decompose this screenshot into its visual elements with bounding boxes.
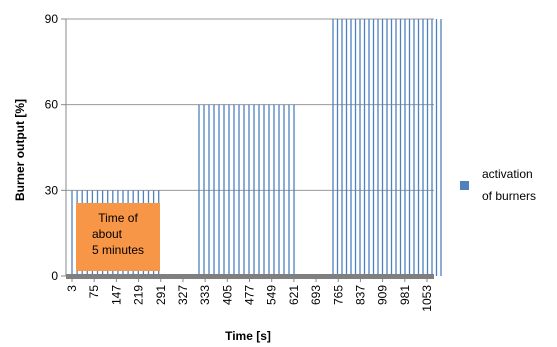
x-tick-label: 837: [353, 285, 367, 305]
x-tick-label: 909: [376, 285, 390, 305]
y-tick-label: 30: [45, 183, 59, 197]
x-tick-label: 693: [309, 285, 323, 305]
y-tick-label: 60: [45, 98, 59, 112]
grid-lines: [61, 18, 434, 277]
x-axis-title: Time [s]: [225, 329, 271, 343]
x-tick-label: 477: [243, 285, 257, 305]
x-tick-label: 333: [198, 285, 212, 305]
x-tick-label: 147: [109, 285, 123, 305]
x-axis-band: [66, 274, 434, 279]
y-tick-labels: 0 30 60 90: [45, 12, 59, 283]
annotation-box: Time of about 5 minutes: [76, 203, 160, 271]
x-tick-label: 219: [132, 285, 146, 305]
legend-swatch: [460, 181, 469, 190]
axes: [65, 19, 434, 279]
x-tick-label: 405: [220, 285, 234, 305]
x-tick-label: 3: [65, 285, 79, 292]
y-tick-label: 90: [45, 12, 59, 26]
legend-label-line-1: activation: [482, 167, 533, 181]
y-axis-title: Burner output [%]: [13, 99, 27, 201]
annotation-rect: [76, 203, 160, 271]
x-tick-label: 1053: [420, 285, 434, 312]
annotation-line-2: about: [92, 227, 123, 241]
legend-label-line-2: of burners: [482, 189, 536, 203]
x-tick-label: 291: [154, 285, 168, 305]
legend: activation of burners: [460, 167, 536, 203]
annotation-line-3: 5 minutes: [92, 243, 144, 257]
x-tick-label: 765: [331, 285, 345, 305]
x-tick-label: 327: [176, 285, 190, 305]
y-tick-label: 0: [51, 269, 58, 283]
x-tick-label: 981: [398, 285, 412, 305]
x-tick-labels: 3 75 147 219 291 327 333 405 477 549 621 693 765 837 9…: [65, 279, 434, 312]
x-tick-label: 75: [87, 285, 101, 299]
x-tick-label: 621: [287, 285, 301, 305]
x-tick-label: 549: [265, 285, 279, 305]
annotation-line-1: Time of: [98, 211, 138, 225]
